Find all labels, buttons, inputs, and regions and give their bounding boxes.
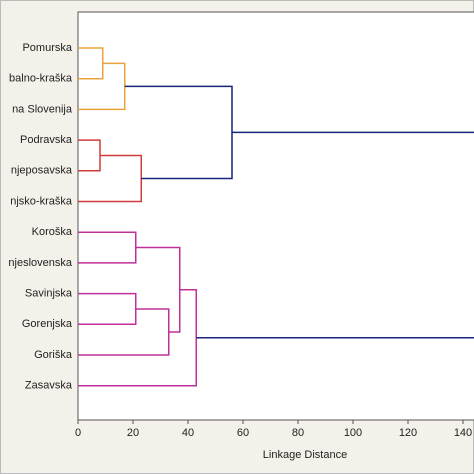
leaf-label: Savinjska — [25, 288, 73, 300]
leaf-label: Koroška — [32, 226, 73, 238]
x-tick-label: 120 — [399, 427, 417, 439]
x-tick-label: 100 — [344, 427, 362, 439]
x-tick-label: 140 — [454, 427, 472, 439]
link — [196, 131, 474, 339]
x-tick-label: 60 — [237, 427, 249, 439]
links — [78, 47, 474, 387]
plot-area — [77, 11, 474, 421]
leaf-label: njsko-kraška — [10, 195, 73, 207]
leaf-label: Pomurska — [22, 42, 72, 54]
x-tick-label: 40 — [182, 427, 194, 439]
x-axis-label: Linkage Distance — [263, 449, 347, 461]
leaf-label: Gorenjska — [22, 318, 73, 330]
x-tick-label: 0 — [75, 427, 81, 439]
leaf-label: Podravska — [20, 134, 73, 146]
leaf-label: njeposavska — [11, 165, 73, 177]
leaf-label: balno-kraška — [9, 73, 73, 85]
leaf-label: Goriška — [34, 349, 73, 361]
leaf-label: Zasavska — [25, 380, 73, 392]
leaf-label: na Slovenija — [12, 103, 73, 115]
x-tick-label: 20 — [127, 427, 139, 439]
x-tick-label: 80 — [292, 427, 304, 439]
leaf-label: njeslovenska — [8, 257, 72, 269]
